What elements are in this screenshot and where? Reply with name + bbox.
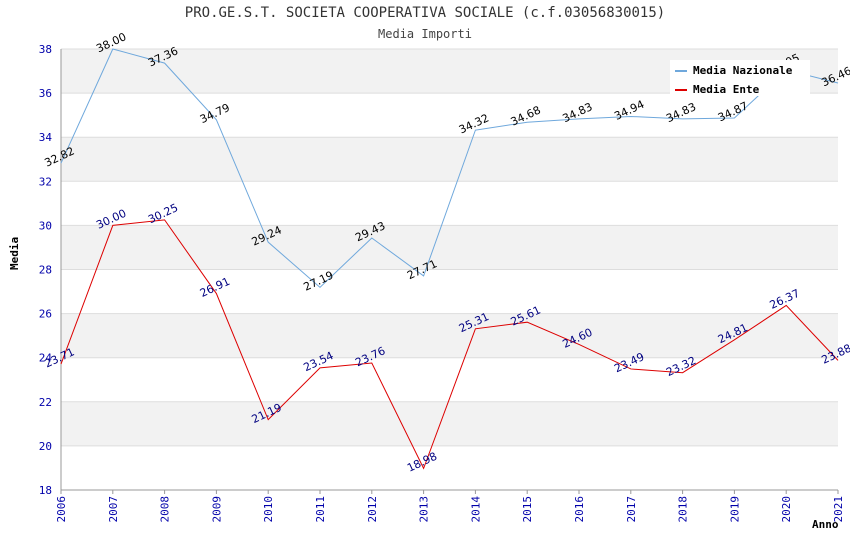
grid-band xyxy=(61,313,838,358)
x-tick-label: 2009 xyxy=(210,496,223,523)
legend-item-media-ente: Media Ente xyxy=(675,83,759,97)
x-tick-label: 2007 xyxy=(107,496,120,523)
x-tick-label: 2018 xyxy=(677,496,690,523)
y-tick-label: 32 xyxy=(39,175,52,188)
y-tick-label: 34 xyxy=(39,131,53,144)
x-tick-label: 2014 xyxy=(469,496,482,523)
y-tick-label: 22 xyxy=(39,396,52,409)
x-tick-label: 2015 xyxy=(521,496,534,523)
series-line-media-nazionale xyxy=(60,48,839,289)
legend-label-media-nazionale: Media Nazionale xyxy=(693,64,793,77)
series-line-media-ente xyxy=(60,219,839,470)
x-tick-label: 2010 xyxy=(262,496,275,523)
legend-item-media-nazionale: Media Nazionale xyxy=(675,64,792,78)
x-tick-label: 2017 xyxy=(625,496,638,523)
x-tick-label: 2020 xyxy=(780,496,793,523)
x-axis-title: Anno xyxy=(812,518,839,531)
x-tick-label: 2019 xyxy=(728,496,741,523)
legend: Media Nazionale Media Ente xyxy=(670,60,810,96)
x-tick-label: 2021 xyxy=(832,496,845,523)
y-tick-label: 18 xyxy=(39,484,52,497)
y-tick-label: 28 xyxy=(39,264,52,277)
y-tick-label: 30 xyxy=(39,219,52,232)
x-tick-label: 2012 xyxy=(366,496,379,523)
grid-band xyxy=(61,357,838,402)
y-tick-label: 26 xyxy=(39,308,52,321)
grid-band xyxy=(61,401,838,446)
legend-swatch-media-nazionale xyxy=(675,70,687,72)
x-tick-label: 2016 xyxy=(573,496,586,523)
grid-band xyxy=(61,137,838,182)
y-axis-title: Media xyxy=(8,236,21,270)
chart-subtitle: Media Importi xyxy=(378,27,472,41)
chart-title: PRO.GE.S.T. SOCIETA COOPERATIVA SOCIALE … xyxy=(184,5,666,21)
x-tick-label: 2006 xyxy=(55,496,68,523)
grid-band xyxy=(61,93,838,138)
x-tick-label: 2008 xyxy=(159,496,172,523)
y-tick-label: 24 xyxy=(39,352,53,365)
y-tick-label: 20 xyxy=(39,440,52,453)
y-tick-label: 36 xyxy=(39,87,52,100)
x-tick-label: 2013 xyxy=(418,496,431,523)
x-tick-label: 2011 xyxy=(314,496,327,523)
grid-band xyxy=(61,269,838,314)
legend-swatch-media-ente xyxy=(675,89,687,91)
legend-label-media-ente: Media Ente xyxy=(693,83,760,96)
y-tick-label: 38 xyxy=(39,43,52,56)
grid-band xyxy=(61,225,838,270)
grid-band xyxy=(61,445,838,490)
